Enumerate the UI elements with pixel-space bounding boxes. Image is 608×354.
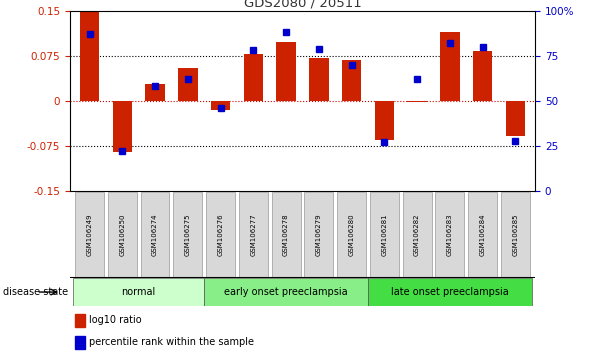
Text: GSM106278: GSM106278 (283, 213, 289, 256)
Bar (75, 336, 85, 349)
Text: GSM106276: GSM106276 (218, 213, 224, 256)
Bar (407, 101, 427, 102)
FancyBboxPatch shape (435, 192, 465, 277)
Text: GSM106282: GSM106282 (414, 213, 420, 256)
Text: disease state: disease state (3, 287, 68, 297)
FancyBboxPatch shape (501, 192, 530, 277)
Bar (276, 42, 296, 101)
Text: late onset preeclampsia: late onset preeclampsia (391, 287, 509, 297)
Text: normal: normal (122, 287, 156, 297)
Bar (473, 51, 492, 101)
Text: percentile rank within the sample: percentile rank within the sample (89, 337, 255, 348)
Text: GSM106277: GSM106277 (250, 213, 257, 256)
Text: GSM106274: GSM106274 (152, 213, 158, 256)
FancyBboxPatch shape (204, 279, 368, 306)
Text: GSM106279: GSM106279 (316, 213, 322, 256)
Text: GSM106249: GSM106249 (86, 213, 92, 256)
Text: GSM106250: GSM106250 (119, 213, 125, 256)
Text: GSM106285: GSM106285 (513, 213, 519, 256)
FancyBboxPatch shape (337, 192, 366, 277)
FancyBboxPatch shape (75, 192, 104, 277)
Text: GSM106284: GSM106284 (480, 213, 486, 256)
Bar (309, 58, 329, 101)
FancyBboxPatch shape (206, 192, 235, 277)
Bar (211, 101, 230, 110)
Text: early onset preeclampsia: early onset preeclampsia (224, 287, 348, 297)
FancyBboxPatch shape (73, 279, 204, 306)
Title: GDS2080 / 20511: GDS2080 / 20511 (244, 0, 361, 10)
FancyBboxPatch shape (239, 192, 268, 277)
Text: GSM106281: GSM106281 (381, 213, 387, 256)
Bar (145, 84, 165, 101)
Bar (342, 60, 361, 101)
Text: GSM106283: GSM106283 (447, 213, 453, 256)
FancyBboxPatch shape (368, 279, 532, 306)
Bar (506, 101, 525, 136)
Bar (80, 12, 99, 101)
FancyBboxPatch shape (173, 192, 202, 277)
FancyBboxPatch shape (468, 192, 497, 277)
Bar (112, 101, 132, 152)
FancyBboxPatch shape (272, 192, 300, 277)
Bar (178, 68, 198, 101)
FancyBboxPatch shape (402, 192, 432, 277)
Text: log10 ratio: log10 ratio (89, 315, 142, 325)
FancyBboxPatch shape (108, 192, 137, 277)
Text: GSM106280: GSM106280 (348, 213, 354, 256)
Bar (440, 32, 460, 101)
Bar (244, 54, 263, 101)
Text: GSM106275: GSM106275 (185, 213, 191, 256)
FancyBboxPatch shape (140, 192, 170, 277)
FancyBboxPatch shape (305, 192, 333, 277)
Bar (375, 101, 394, 140)
Bar (75, 314, 85, 327)
FancyBboxPatch shape (370, 192, 399, 277)
